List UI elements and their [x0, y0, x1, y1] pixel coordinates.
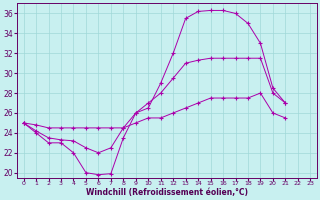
- X-axis label: Windchill (Refroidissement éolien,°C): Windchill (Refroidissement éolien,°C): [86, 188, 248, 197]
